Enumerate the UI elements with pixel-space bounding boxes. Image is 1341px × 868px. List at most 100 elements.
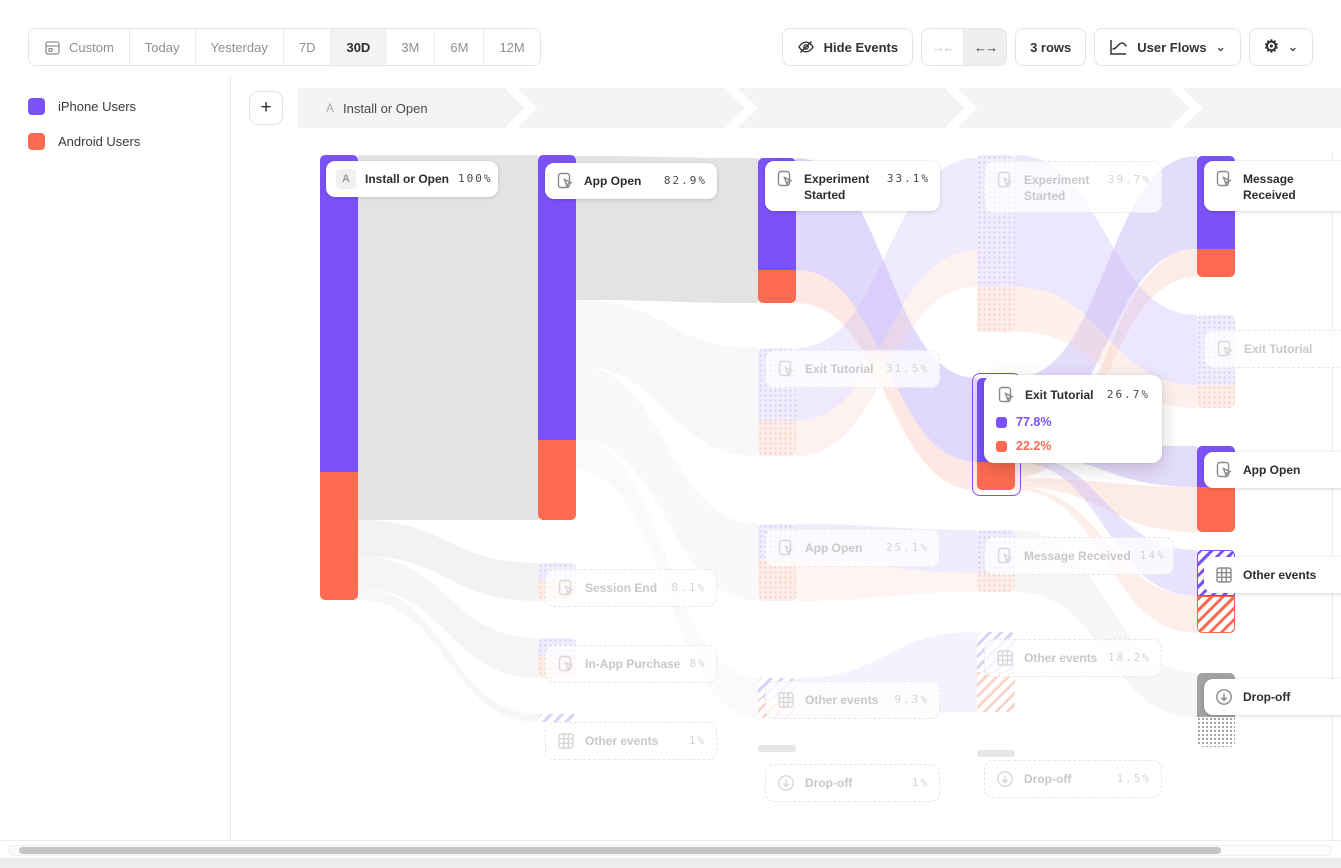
node-percentage: 39.7% [1107,173,1151,186]
node-label: Exit Tutorial [805,362,874,376]
node-card-app-open[interactable]: App Open 25.1% [765,529,940,567]
eye-off-icon [797,38,815,56]
node-bar-install-or-open[interactable] [320,155,358,600]
node-bar-app-open[interactable] [538,155,576,520]
chevron-down-icon: ⌄ [1287,40,1298,54]
grid-icon [776,690,796,710]
flow-ribbon [358,556,538,678]
node-label: Other events [1024,651,1098,665]
card-row: In-App Purchase 8% [556,654,706,674]
chart-type-dropdown[interactable]: User Flows ⌄ [1094,28,1241,66]
node-card-experiment-started[interactable]: Experiment Started 33.1% [765,161,940,212]
node-card-other-events[interactable]: Other events 18.2% [984,639,1162,677]
date-range-label: 30D [346,39,371,55]
node-bar-drop-off[interactable] [758,745,796,752]
date-range-today[interactable]: Today [129,29,196,65]
legend-item-android-users[interactable]: Android Users [28,133,140,150]
card-row: Experiment Started 39.7% [995,170,1151,204]
node-label: Message Received [1243,172,1296,203]
node-card-install-or-open[interactable]: A Install or Open 100% [326,161,498,197]
node-percentage: 9.3% [894,693,929,706]
node-percentage: 31.5% [885,362,929,375]
node-bar-experiment-started[interactable] [977,155,1015,332]
node-bar-drop-off[interactable] [977,750,1015,757]
event-icon [556,654,576,674]
date-range-label: Today [144,39,180,55]
date-range-30d[interactable]: 30D [331,29,387,65]
scrollbar-thumb[interactable] [19,847,1221,854]
hide-events-button[interactable]: Hide Events [781,28,914,66]
bar-segment [1197,249,1235,277]
node-card-exit-tutorial[interactable]: Exit Tutorial 31.5% [765,350,940,388]
node-label: Exit Tutorial [1025,388,1094,402]
flow-ribbon [576,300,758,456]
collapse-icon: →← [931,39,956,55]
collapse-columns-button[interactable]: →← [922,29,965,65]
node-label: Experiment Started [1024,173,1090,204]
node-card-message-received[interactable]: Message Received 14% [984,537,1174,575]
node-percentage: 82.9% [663,174,707,187]
legend-label: Android Users [58,134,141,149]
date-range-6m[interactable]: 6M [435,29,485,65]
date-range-12m[interactable]: 12M [484,29,540,65]
event-icon [775,169,795,189]
legend-swatch-icon [28,133,45,150]
node-card-other-events[interactable]: Other events 1% [545,722,717,760]
event-icon [556,578,576,598]
settings-dropdown[interactable]: ⚙ ⌄ [1248,28,1313,66]
chevron-right-icon [1170,82,1203,134]
node-card-experiment-started[interactable]: Experiment Started 39.7% [984,161,1162,214]
node-card-drop-off[interactable]: Drop-off 1% [765,764,940,802]
node-label: Message Received [1024,549,1131,563]
date-range-custom[interactable]: Custom [29,29,130,65]
toolbar-right: Hide Events →← ←→ 3 rows User Flows ⌄ [781,28,1313,66]
bar-segment [1197,487,1235,532]
legend-item-iphone-users[interactable]: iPhone Users [28,98,140,115]
add-step-button[interactable]: + [249,91,283,125]
card-row: Drop-off 1% [776,773,929,793]
chevron-right-icon [505,82,538,134]
node-card-session-end[interactable]: Session End 8.1% [545,569,717,607]
card-row: App Open 82.9% [555,171,707,191]
node-percentage: 18.2% [1107,651,1151,664]
node-card-app-open[interactable]: App Open 82.9% [545,163,717,199]
node-card-drop-off[interactable]: Drop-off [1204,679,1341,715]
date-range-7d[interactable]: 7D [283,29,332,65]
date-range-3m[interactable]: 3M [386,29,436,65]
node-card-other-events[interactable]: Other events 9.3% [765,681,940,719]
rows-button[interactable]: 3 rows [1015,28,1087,66]
legend-swatch-icon [28,98,45,115]
event-letter-badge: A [336,169,356,189]
node-percentage: 14% [1139,549,1166,562]
node-percentage: 1% [688,734,706,747]
event-icon [1214,460,1234,480]
bar-segment [1197,596,1235,633]
step-progress-bar[interactable]: A Install or Open [298,82,1341,134]
event-icon [776,538,796,558]
node-bar-other-events[interactable] [538,714,576,722]
node-card-exit-tutorial[interactable]: Exit Tutorial 26.7% 77.8% 22.2% [984,375,1162,463]
card-row: Drop-off [1214,687,1341,707]
event-icon [1214,169,1234,189]
node-label: Drop-off [1024,772,1072,786]
dropoff-icon [776,773,796,793]
card-row: A Install or Open 100% [336,169,491,189]
node-card-app-open[interactable]: App Open [1204,452,1341,488]
node-card-exit-tutorial[interactable]: Exit Tutorial [1204,330,1341,368]
node-card-other-events[interactable]: Other events [1204,557,1341,593]
expand-columns-button[interactable]: ←→ [964,29,1007,65]
node-label: App Open [584,174,642,188]
horizontal-scrollbar[interactable] [8,845,1332,856]
event-icon [776,359,796,379]
bar-segment [977,462,1015,490]
node-label: App Open [805,541,863,555]
sidebar-divider [230,76,231,841]
node-card-message-received[interactable]: Message Received [1204,161,1341,212]
node-card-drop-off[interactable]: Drop-off 1.5% [984,760,1162,798]
node-label: Session End [585,581,658,595]
breakdown-row: 77.8% [996,415,1150,429]
date-range-yesterday[interactable]: Yesterday [195,29,284,65]
node-card-in-app-purchase[interactable]: In-App Purchase 8% [545,645,717,683]
card-row: Exit Tutorial 31.5% [776,359,929,379]
